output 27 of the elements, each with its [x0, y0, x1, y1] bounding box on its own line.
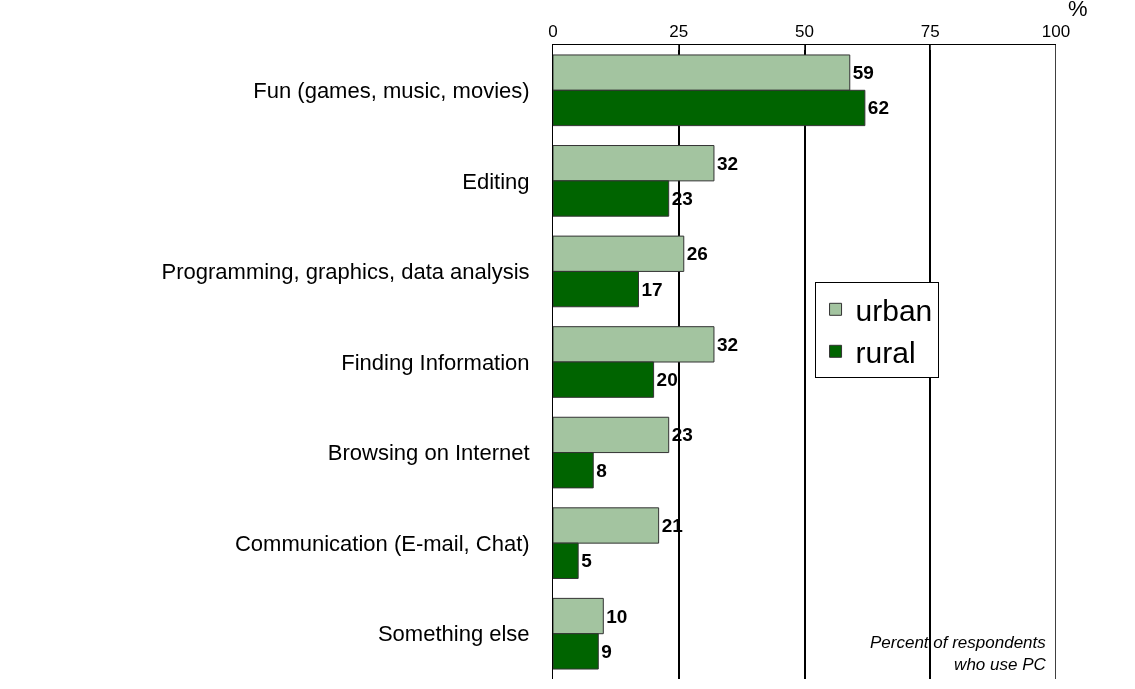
- annotation: Percent of respondents who use PC: [870, 633, 1047, 675]
- y-tick-label: Editing: [462, 168, 530, 194]
- y-tick-label: Fun (games, music, movies): [253, 77, 530, 103]
- x-tick-label: 75: [920, 22, 940, 42]
- y-tick-label: Browsing on Internet: [327, 440, 530, 466]
- y-tick-label: Communication (E-mail, Chat): [234, 530, 530, 556]
- x-axis-title: %: [1068, 0, 1088, 21]
- data-label: 9: [601, 640, 612, 662]
- data-label: 62: [867, 97, 889, 119]
- x-tick-label: 50: [795, 22, 814, 42]
- legend-label: urban: [855, 294, 933, 327]
- y-tick-label: Something else: [377, 621, 530, 647]
- data-label: 59: [852, 62, 874, 84]
- data-label: 32: [716, 333, 739, 355]
- data-label: 10: [606, 605, 628, 627]
- y-tick-label: Programming, graphics, data analysis: [161, 259, 530, 285]
- data-label: 8: [596, 459, 607, 481]
- data-label: 17: [641, 278, 663, 300]
- x-tick-label: 100: [1041, 22, 1071, 42]
- x-tick-label: 0: [548, 22, 558, 42]
- data-label: 20: [656, 369, 678, 391]
- legend-label: rural: [855, 336, 916, 369]
- y-tick-label: Finding Information: [341, 349, 530, 375]
- x-tick-label: 25: [669, 22, 689, 42]
- data-label: 5: [581, 550, 593, 572]
- data-label: 32: [716, 152, 739, 174]
- data-label: 26: [686, 243, 708, 265]
